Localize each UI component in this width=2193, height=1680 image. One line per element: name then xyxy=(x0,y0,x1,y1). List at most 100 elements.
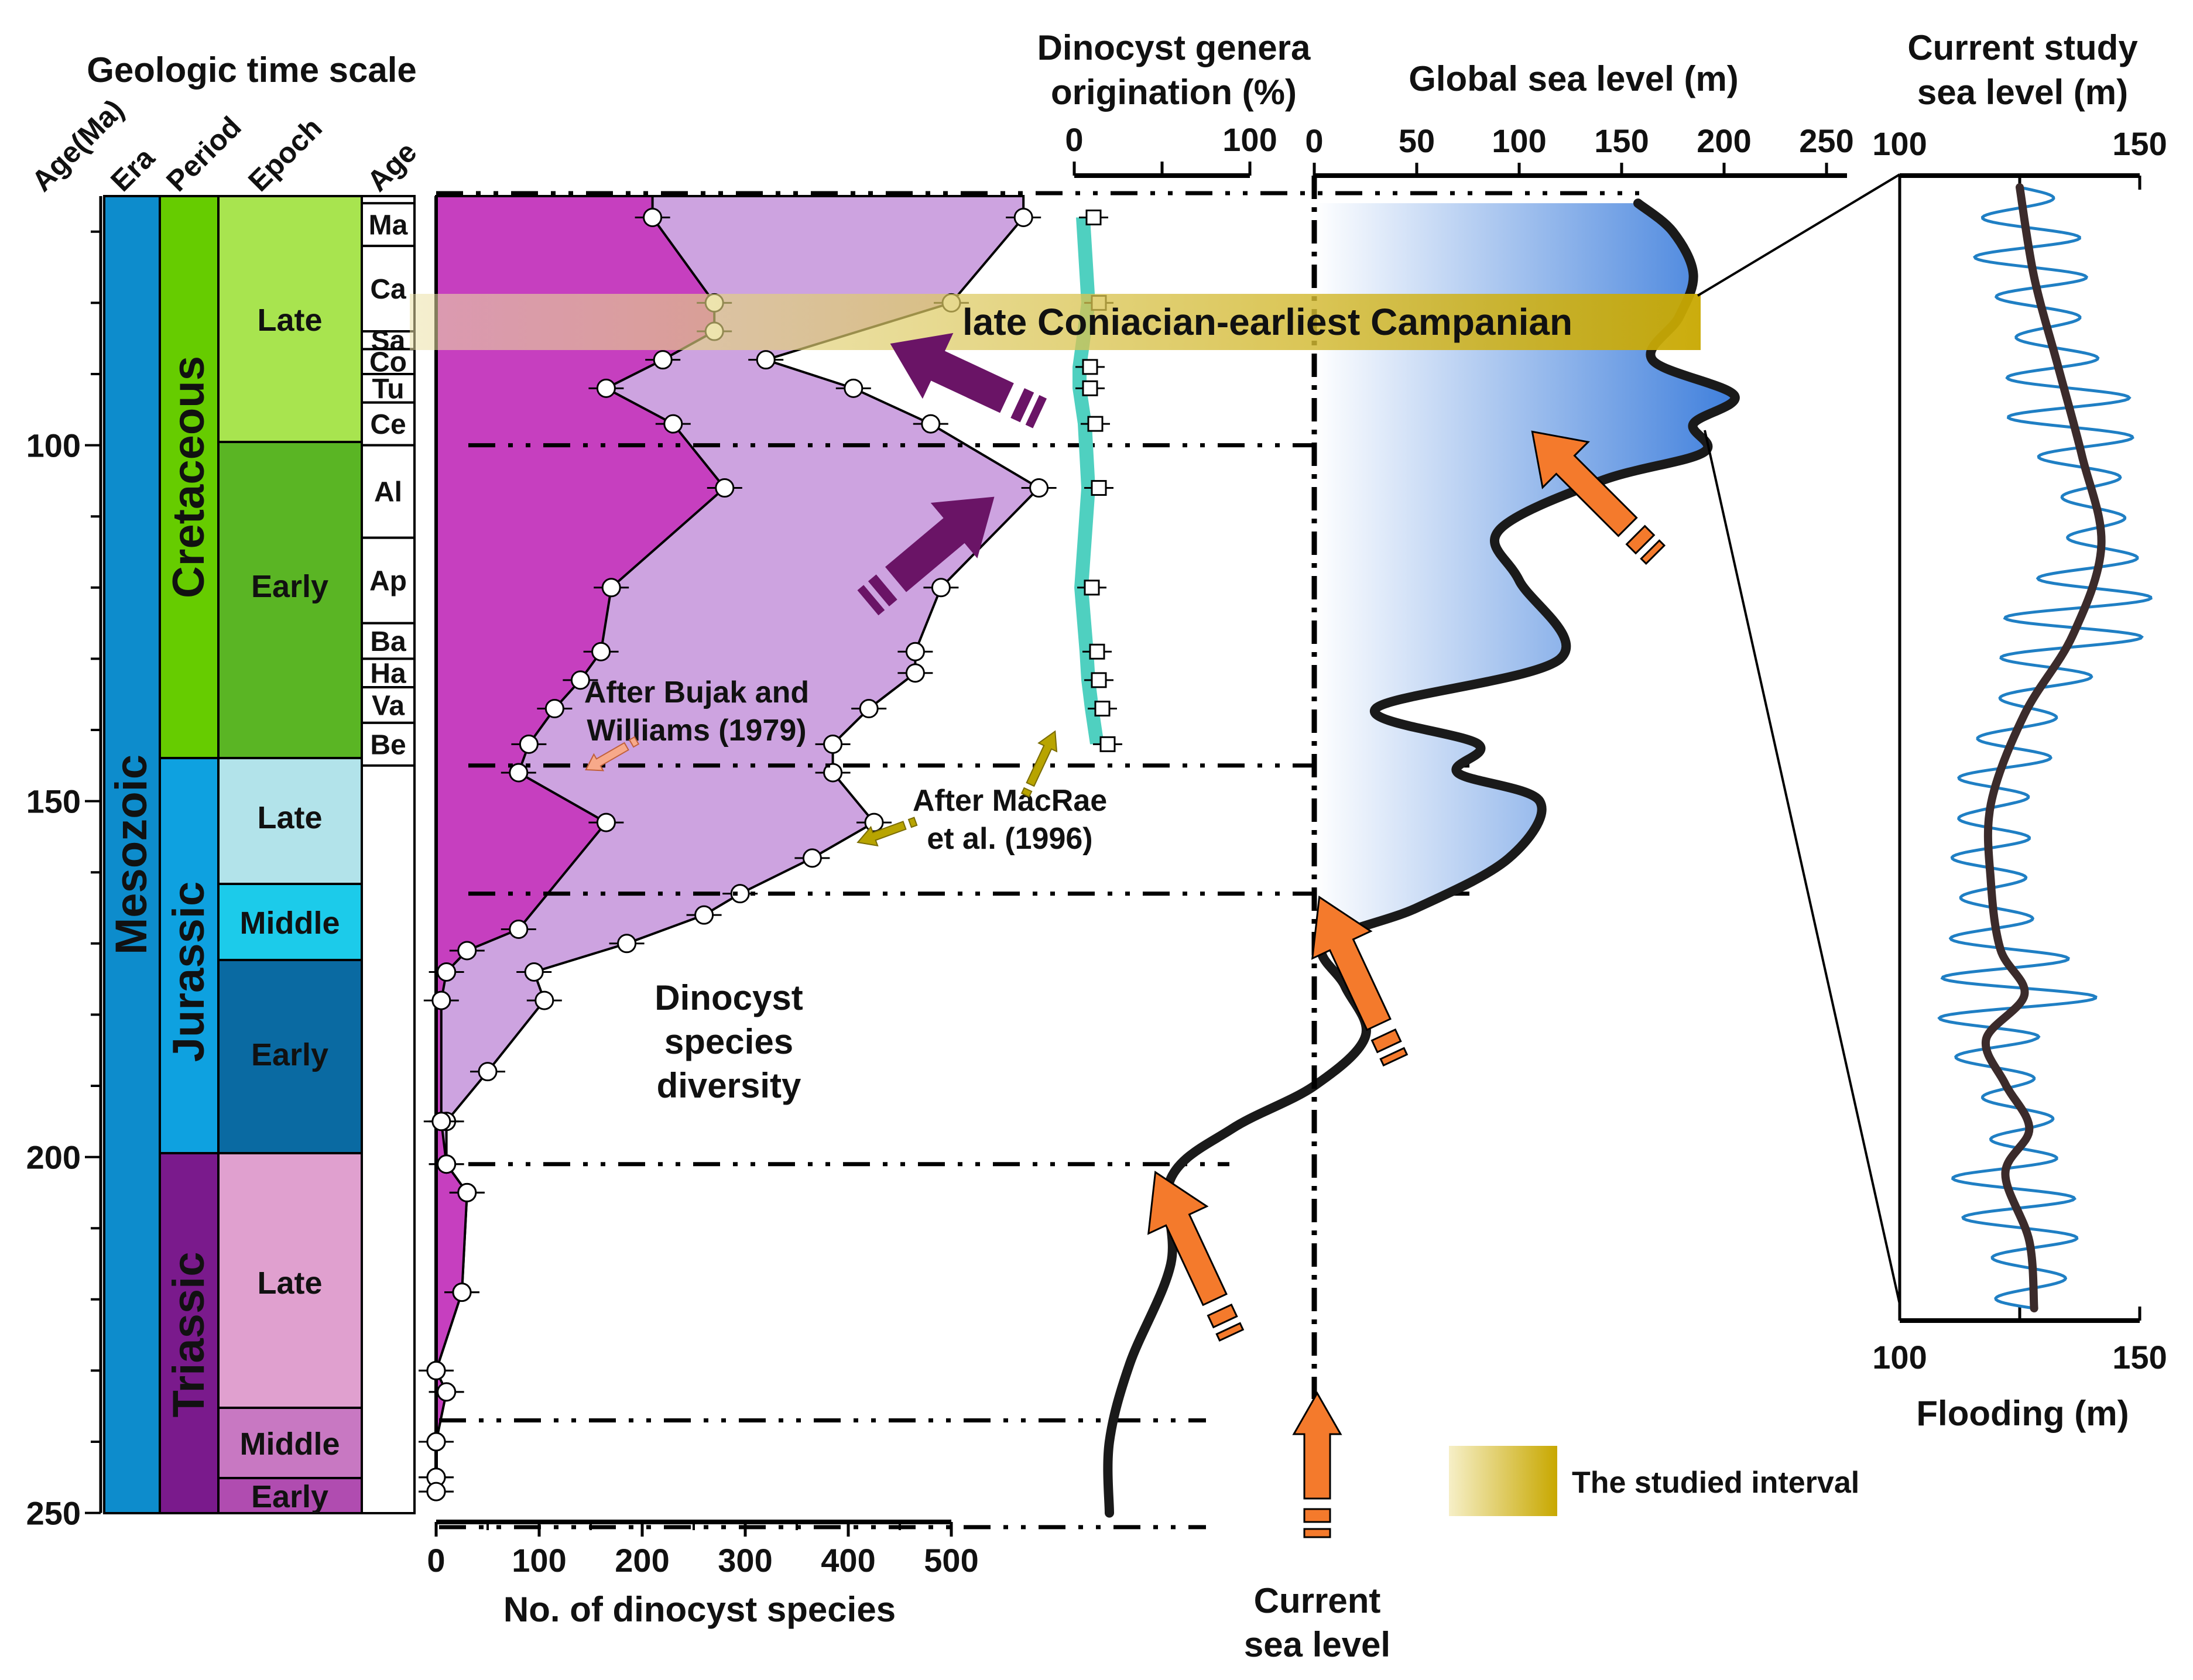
epoch-label: Late xyxy=(257,1266,322,1301)
stage-box xyxy=(361,401,416,447)
study-raw-curve xyxy=(1937,186,2153,1310)
epoch-label: Middle xyxy=(240,1427,340,1462)
epoch-label: Late xyxy=(257,800,322,835)
diversity-point xyxy=(1029,478,1049,498)
diversity-point xyxy=(509,763,529,783)
period-cretaceous xyxy=(159,195,220,759)
study-tick-label-top: 100 xyxy=(1872,125,1927,162)
origination-tick-label: 0 xyxy=(1065,121,1083,158)
stage-label: Tu xyxy=(372,373,404,404)
diversity-point xyxy=(457,941,477,961)
pink-arrow-icon xyxy=(585,736,640,772)
diversity-point xyxy=(437,1382,457,1402)
origination-point xyxy=(1089,643,1105,660)
header-epoch: Epoch xyxy=(242,111,328,198)
diversity-point xyxy=(617,934,637,954)
origination-point xyxy=(1082,359,1098,375)
study-sea-level-plot: 100 100 150 150 xyxy=(1872,125,2167,1376)
diversity-plot: 0 100 200 300 400 500 xyxy=(419,195,1057,1579)
stage-box xyxy=(361,373,416,404)
stage-label: Co xyxy=(369,347,407,378)
era-mesozoic xyxy=(103,195,161,1514)
purple-arrow-icon xyxy=(890,332,1047,428)
stage-label: Ma xyxy=(369,210,408,241)
diversity-point xyxy=(426,1360,446,1380)
orange-arrow-icon xyxy=(1292,1391,1342,1538)
diversity-point xyxy=(591,642,611,661)
zoom-line-top xyxy=(1697,173,1901,297)
diversity-point xyxy=(663,414,683,434)
purple-arrow-icon xyxy=(857,496,995,616)
diversity-point xyxy=(844,378,864,398)
stage-label: Ha xyxy=(370,659,406,690)
diversity-point xyxy=(730,884,750,904)
diversity-point xyxy=(905,642,925,661)
species-tick-label: 100 xyxy=(512,1542,566,1579)
stage-box xyxy=(361,444,416,539)
olive-arrow-icon xyxy=(1020,730,1058,798)
highlight-label: late Coniacian-earliest Campanian xyxy=(962,301,1572,343)
epoch-late-triassic xyxy=(217,1152,363,1409)
origination-point xyxy=(1087,416,1104,432)
global-sea-level-plot: 0 50 100 150 200 250 xyxy=(1103,122,1854,1518)
arrows xyxy=(585,332,1666,1538)
diversity-point xyxy=(859,699,879,719)
study-tick-label-top: 150 xyxy=(2112,125,2167,162)
stage-box xyxy=(361,245,416,333)
origination-point xyxy=(1091,480,1107,496)
study-trend-curve xyxy=(1981,183,2106,1312)
bujak-annotation-2: Williams (1979) xyxy=(587,714,806,748)
epoch-label: Early xyxy=(251,1479,328,1514)
sea-level-title: Global sea level (m) xyxy=(1409,59,1739,98)
diversity-point xyxy=(431,990,451,1010)
diversity-label-2: species xyxy=(664,1022,793,1061)
stage-label: Va xyxy=(372,690,405,721)
epoch-early-jurassic xyxy=(217,959,363,1154)
diversity-point xyxy=(544,699,564,719)
diversity-point xyxy=(643,207,663,227)
legend-label: The studied interval xyxy=(1572,1466,1859,1500)
age-tick-label: 100 xyxy=(26,427,81,464)
diversity-point xyxy=(534,990,554,1010)
epoch-late-jurassic xyxy=(217,757,363,885)
diversity-point xyxy=(437,1154,457,1174)
sea-level-curve xyxy=(1103,198,1740,1518)
diversity-label-1: Dinocyst xyxy=(655,978,803,1017)
diversity-point xyxy=(426,1432,446,1452)
studied-interval-band xyxy=(410,294,1701,350)
origination-title-1: Dinocyst genera xyxy=(1037,28,1311,67)
diversity-point xyxy=(437,962,457,982)
study-tick-label-bottom: 150 xyxy=(2112,1339,2167,1376)
stage-label: Ba xyxy=(370,626,406,657)
species-axis-label: No. of dinocyst species xyxy=(503,1590,896,1629)
epoch-middle-triassic xyxy=(217,1407,363,1479)
bujak-annotation-1: After Bujak and xyxy=(584,676,809,709)
epoch-late-cretaceous xyxy=(217,195,363,443)
diversity-point xyxy=(478,1062,498,1082)
orange-arrow-icon xyxy=(1531,430,1666,565)
header-stage: Age xyxy=(361,135,423,197)
diversity-point xyxy=(694,905,714,925)
sea-level-tick-label: 150 xyxy=(1594,122,1649,159)
stage-box xyxy=(361,536,416,625)
stage-label: Ce xyxy=(370,409,406,440)
diversity-point xyxy=(864,812,884,832)
sea-level-tick-label: 250 xyxy=(1799,122,1853,159)
origination-point xyxy=(1082,380,1098,396)
diversity-point xyxy=(756,350,776,370)
epoch-label: Middle xyxy=(240,906,340,941)
period-label-jurassic: Jurassic xyxy=(164,882,214,1062)
study-title-2: sea level (m) xyxy=(1917,73,2128,112)
current-sea-level-label-2: sea level xyxy=(1244,1625,1390,1664)
stage-box xyxy=(361,348,416,376)
sea-level-tick-label: 50 xyxy=(1399,122,1435,159)
header-era: Era xyxy=(104,140,161,197)
diversity-point xyxy=(823,734,843,754)
origination-point xyxy=(1085,209,1102,225)
orange-arrow-icon xyxy=(1147,1170,1245,1342)
sea-level-fill xyxy=(1314,203,1735,944)
origination-point xyxy=(1084,580,1100,596)
species-tick-label: 0 xyxy=(427,1542,445,1579)
